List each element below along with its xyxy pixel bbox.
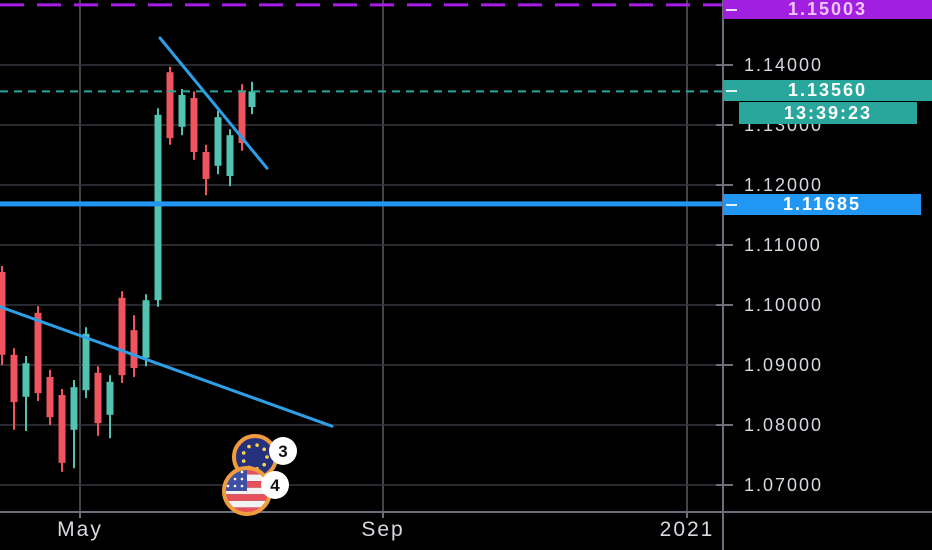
candle[interactable] <box>202 144 210 196</box>
candle[interactable] <box>94 366 102 436</box>
candle[interactable] <box>58 389 66 472</box>
price-tick-label: 1.08000 <box>744 415 824 435</box>
gridlines <box>0 0 723 512</box>
alert-price-label[interactable]: 1.15003 <box>723 0 932 19</box>
price-tick-label: 1.12000 <box>744 175 824 195</box>
price-tick-label: 1.14000 <box>744 55 824 75</box>
event-count-text: 3 <box>278 442 287 461</box>
us-flag-event-marker[interactable]: 4 <box>222 466 289 516</box>
candle[interactable] <box>166 66 174 145</box>
candle[interactable] <box>22 356 30 431</box>
time-tick-label: Sep <box>361 518 405 541</box>
candle[interactable] <box>70 380 78 469</box>
candle[interactable] <box>106 375 114 439</box>
candle[interactable] <box>130 315 138 377</box>
candle[interactable] <box>142 294 150 367</box>
candle[interactable] <box>190 91 198 160</box>
current-price-label[interactable]: 1.13560 <box>723 80 932 101</box>
us-flag-icon <box>224 468 270 514</box>
candle[interactable] <box>0 266 6 365</box>
event-count-badge <box>261 471 289 499</box>
candle[interactable] <box>10 348 18 430</box>
trendline[interactable] <box>158 36 269 170</box>
candle[interactable] <box>214 110 222 175</box>
candle[interactable] <box>154 108 162 307</box>
bar-countdown-label: 13:39:23 <box>739 102 917 124</box>
candle[interactable] <box>226 129 234 187</box>
candle[interactable] <box>46 369 54 425</box>
candles-series[interactable] <box>0 66 256 472</box>
price-tick-label: 1.10000 <box>744 295 824 315</box>
support-price-label[interactable]: 1.11685 <box>723 194 921 215</box>
event-count-badge <box>269 437 297 465</box>
time-tick-label: May <box>57 518 103 541</box>
price-tick-label: 1.09000 <box>744 355 824 375</box>
candle[interactable] <box>118 291 126 383</box>
price-tick-label: 1.11000 <box>744 235 822 255</box>
candle[interactable] <box>178 89 186 136</box>
trendline[interactable] <box>0 305 334 428</box>
price-tick-label: 1.07000 <box>744 475 824 495</box>
time-tick-label: 2021 <box>659 518 715 541</box>
event-count-text: 4 <box>270 476 280 495</box>
candle[interactable] <box>248 81 256 115</box>
